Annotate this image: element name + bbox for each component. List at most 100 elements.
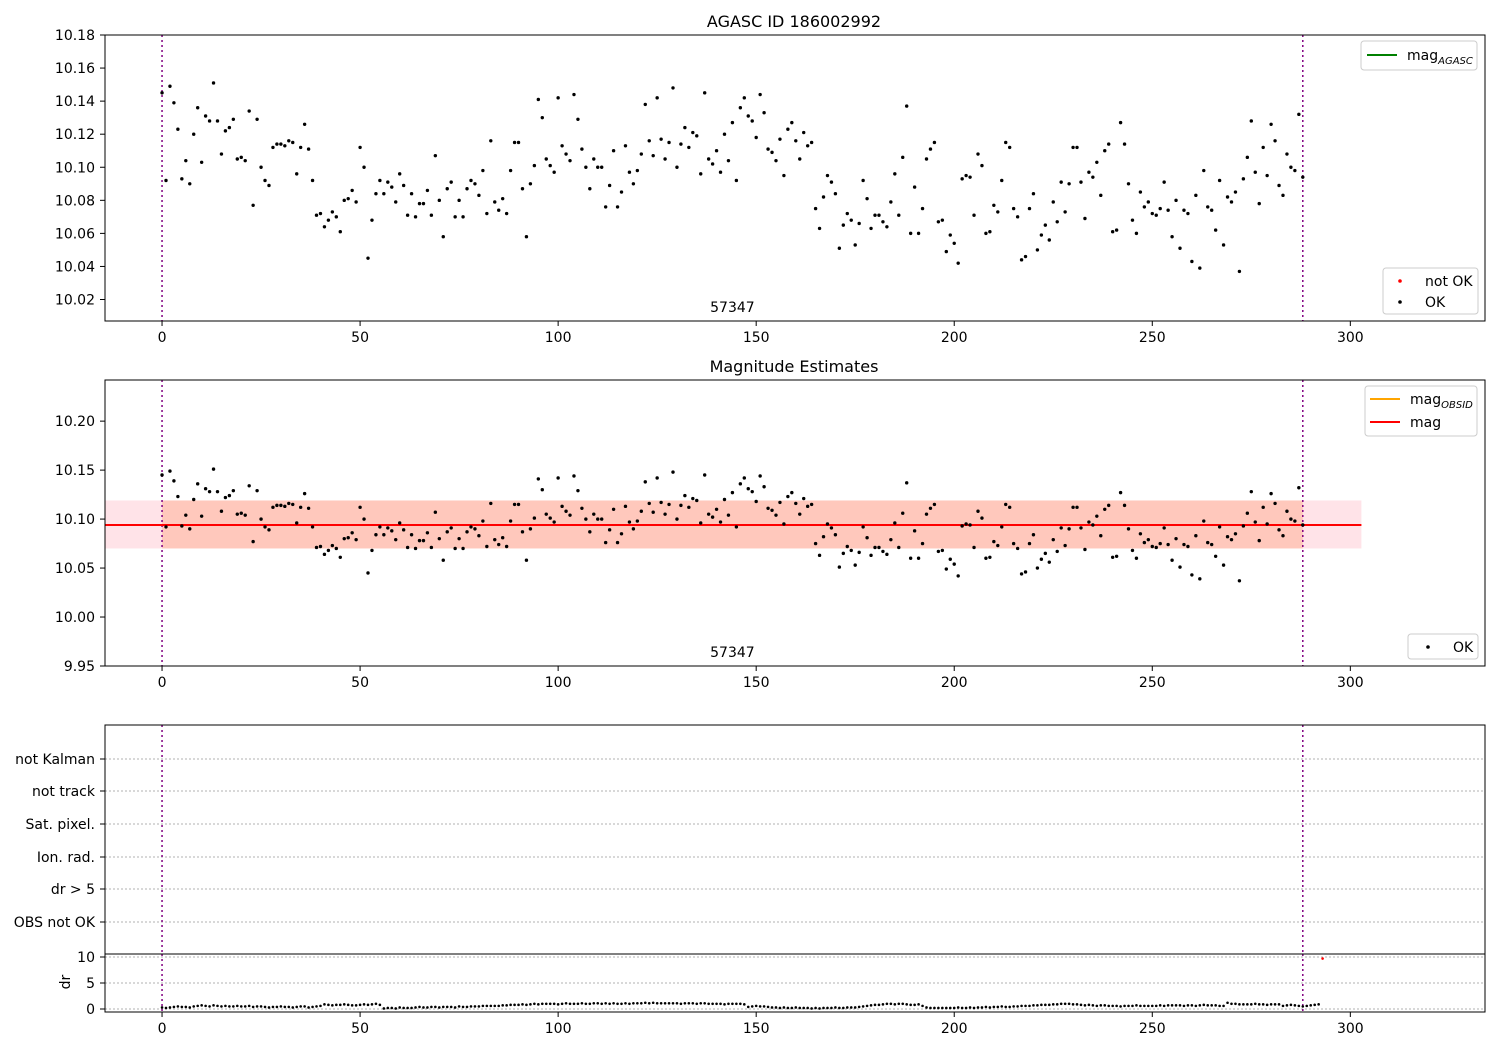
panel2-ok-point (330, 543, 335, 548)
dr-point (378, 1003, 382, 1007)
panel1-ok-point (1297, 112, 1301, 117)
panel2-ok-point (1178, 565, 1182, 569)
panel2-ok-point (334, 546, 339, 551)
panel1-ok-point (667, 140, 671, 145)
panel1-ok-point (1277, 183, 1281, 188)
panel2-ok-point (821, 535, 826, 539)
panel2-ok-point (758, 474, 762, 478)
panel1-ok-point (782, 173, 786, 178)
panel1-ytick-label: 10.14 (55, 94, 95, 110)
dr-point (235, 1004, 239, 1008)
panel2-ok-point (1059, 526, 1063, 530)
panel1-ok-point (671, 86, 675, 90)
panel1-ok-point (786, 127, 790, 131)
dr-point (711, 1002, 714, 1006)
panel2-ok-point (1095, 514, 1099, 518)
panel2-ok-point (1217, 525, 1222, 529)
panel1-ok-point (619, 190, 624, 194)
dr-point (1238, 1003, 1241, 1006)
panel1-ok-point (326, 218, 331, 222)
panel1-ok-point (397, 172, 402, 176)
dr-point (901, 1002, 905, 1006)
dr-point (398, 1006, 401, 1009)
panel1-ok-point (651, 153, 655, 158)
dr-point (1028, 1004, 1031, 1008)
panel1-ok-point (675, 165, 679, 169)
panel2-ok-point (1083, 547, 1087, 552)
panel1-ok-point (1158, 206, 1162, 211)
dr-point (493, 1004, 497, 1008)
panel2-ok-point (1225, 535, 1230, 539)
panel2-ok-point (647, 501, 651, 506)
panel2-ok-point (695, 498, 699, 503)
panel2-ok-point (1043, 551, 1048, 556)
dr-point (651, 1001, 655, 1005)
panel2-ok-point (1023, 570, 1028, 574)
panel2-ok-point (1019, 572, 1024, 576)
panel1-ok-point (1241, 177, 1246, 181)
dr-point (1250, 1003, 1253, 1006)
dr-point (735, 1002, 738, 1006)
dr-point (758, 1005, 762, 1008)
panel2-ok-point (805, 504, 810, 509)
panel2-ok-point (433, 510, 438, 514)
panel2-ticks: 0 50 100 150 200 250 300 9.95 10.00 10.05 10.10 10.… (55, 414, 1364, 691)
dr-point (564, 1001, 568, 1005)
dr-point (382, 1007, 386, 1010)
dr-point (865, 1004, 869, 1008)
dr-point (271, 1005, 275, 1009)
dr-point (243, 1005, 247, 1008)
dr-point (342, 1003, 346, 1006)
panel1-ok-point (952, 241, 956, 246)
dr-point (806, 1006, 809, 1010)
panel2-ok-point (853, 563, 857, 567)
panel1-ok-point (1178, 246, 1182, 250)
panel2-ok-point (600, 517, 604, 521)
dr-point (739, 1002, 742, 1006)
dr-point (200, 1004, 203, 1007)
dr-point (473, 1005, 477, 1008)
panel2-ok-point (180, 524, 184, 528)
dr-point (830, 1006, 833, 1010)
dr-point (525, 1003, 528, 1007)
panel2-ok-point (413, 546, 418, 551)
dr-point (438, 1006, 441, 1009)
panel2-ok-point (223, 495, 228, 500)
panel2-ok-point (1031, 533, 1036, 537)
panel1-xtick-label: 50 (351, 330, 369, 346)
panel2-ok-point (172, 479, 176, 483)
panel1-ok-point (1107, 142, 1111, 146)
panel1-ok-point (627, 170, 632, 174)
panel1-ok-point (722, 132, 727, 136)
dr-point (802, 1006, 806, 1010)
panel2-ytick-label: 10.15 (55, 463, 95, 479)
dr-ytick-label: 0 (86, 1002, 95, 1018)
panel2-ok-point (1249, 489, 1254, 494)
panel1-ytick-label: 10.04 (55, 259, 95, 275)
dr-ytick-label: 5 (86, 976, 95, 992)
panel1-ok-point (865, 196, 869, 201)
panel1-ok-point (877, 213, 881, 217)
dr-point (529, 1003, 532, 1006)
legend-mag-obsid-subscript: OBSID (1441, 400, 1473, 411)
dr-point (849, 1006, 853, 1009)
dr-xtick-label: 300 (1337, 1021, 1364, 1037)
panel1-ok-point (1047, 238, 1051, 242)
panel1-ok-point (176, 127, 180, 131)
panel1-ok-point (1118, 120, 1123, 125)
dr-point (259, 1005, 263, 1008)
dr-point (533, 1002, 536, 1006)
panel1-ok-point (219, 152, 224, 156)
panel2-ok-point (691, 496, 695, 501)
dr-point (1150, 1004, 1154, 1008)
panel2-ok-point (580, 506, 584, 511)
panel2-ok-point (687, 505, 691, 510)
dr-point (255, 1005, 259, 1008)
dr-point (430, 1005, 433, 1009)
panel2-ok-point (481, 519, 485, 523)
panel1-ok-point (330, 210, 335, 214)
dr-point (572, 1002, 576, 1006)
dr-point (576, 1002, 580, 1006)
panel1-ok-points (160, 81, 1305, 274)
